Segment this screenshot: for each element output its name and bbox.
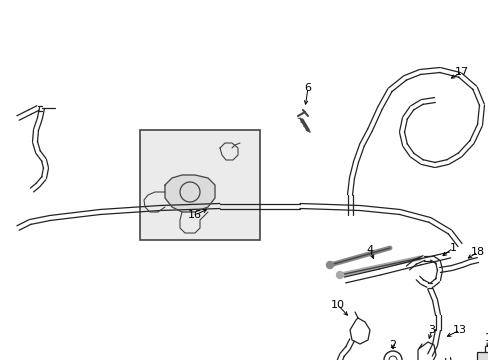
Circle shape <box>326 261 333 269</box>
Text: 18: 18 <box>470 247 484 257</box>
Text: 3: 3 <box>427 325 435 335</box>
Text: 16: 16 <box>187 210 202 220</box>
Text: 11: 11 <box>484 333 488 343</box>
Text: 10: 10 <box>330 300 345 310</box>
Text: 1: 1 <box>448 243 456 253</box>
Text: 17: 17 <box>454 67 468 77</box>
Text: 13: 13 <box>452 325 466 335</box>
Text: 4: 4 <box>366 245 373 255</box>
Text: 2: 2 <box>388 340 396 350</box>
Circle shape <box>336 271 343 279</box>
Polygon shape <box>164 175 215 212</box>
Bar <box>140 130 260 240</box>
Text: 6: 6 <box>304 83 311 93</box>
Bar <box>476 352 488 360</box>
